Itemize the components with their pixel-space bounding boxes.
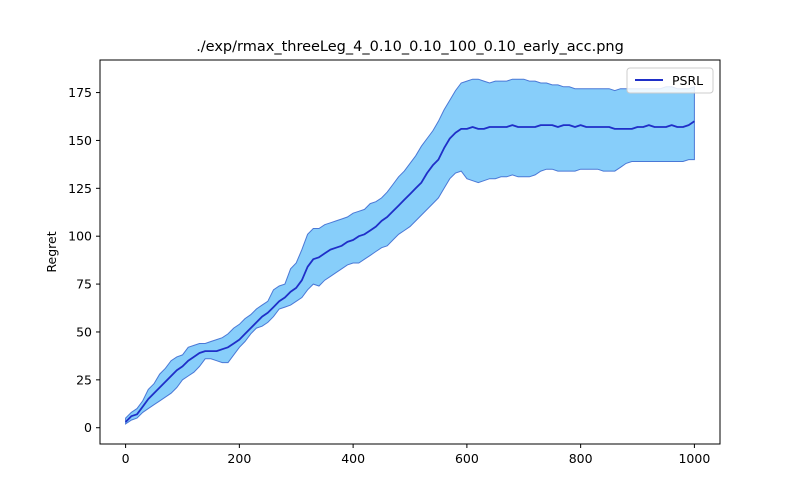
legend: PSRL bbox=[626, 67, 714, 94]
y-axis-label: Regret bbox=[44, 231, 59, 272]
x-tick-label: 1000 bbox=[678, 451, 710, 466]
y-tick-label: 0 bbox=[84, 420, 92, 435]
x-tick-label: 200 bbox=[227, 451, 251, 466]
x-tick-label: 0 bbox=[122, 451, 130, 466]
y-tick-label: 75 bbox=[76, 277, 92, 292]
legend-label-psrl: PSRL bbox=[672, 73, 703, 88]
y-tick-label: 50 bbox=[76, 324, 92, 339]
chart-title: ./exp/rmax_threeLeg_4_0.10_0.10_100_0.10… bbox=[196, 39, 624, 55]
y-tick-label: 150 bbox=[68, 133, 92, 148]
y-tick-label: 25 bbox=[76, 372, 92, 387]
plot-area bbox=[124, 78, 695, 425]
confidence-band bbox=[125, 78, 695, 425]
y-tick-label: 125 bbox=[68, 181, 92, 196]
y-tick-label: 100 bbox=[68, 229, 92, 244]
y-tick-label: 175 bbox=[68, 85, 92, 100]
legend-box bbox=[626, 67, 714, 94]
x-tick-label: 800 bbox=[569, 451, 593, 466]
axis-ticks: 0 200 400 600 800 1000 0 25 50 75 100 125 150 175 bbox=[68, 85, 710, 466]
x-tick-label: 400 bbox=[341, 451, 365, 466]
axes-frame bbox=[99, 59, 721, 445]
x-tick-label: 600 bbox=[455, 451, 479, 466]
series-line-psrl bbox=[124, 120, 695, 423]
